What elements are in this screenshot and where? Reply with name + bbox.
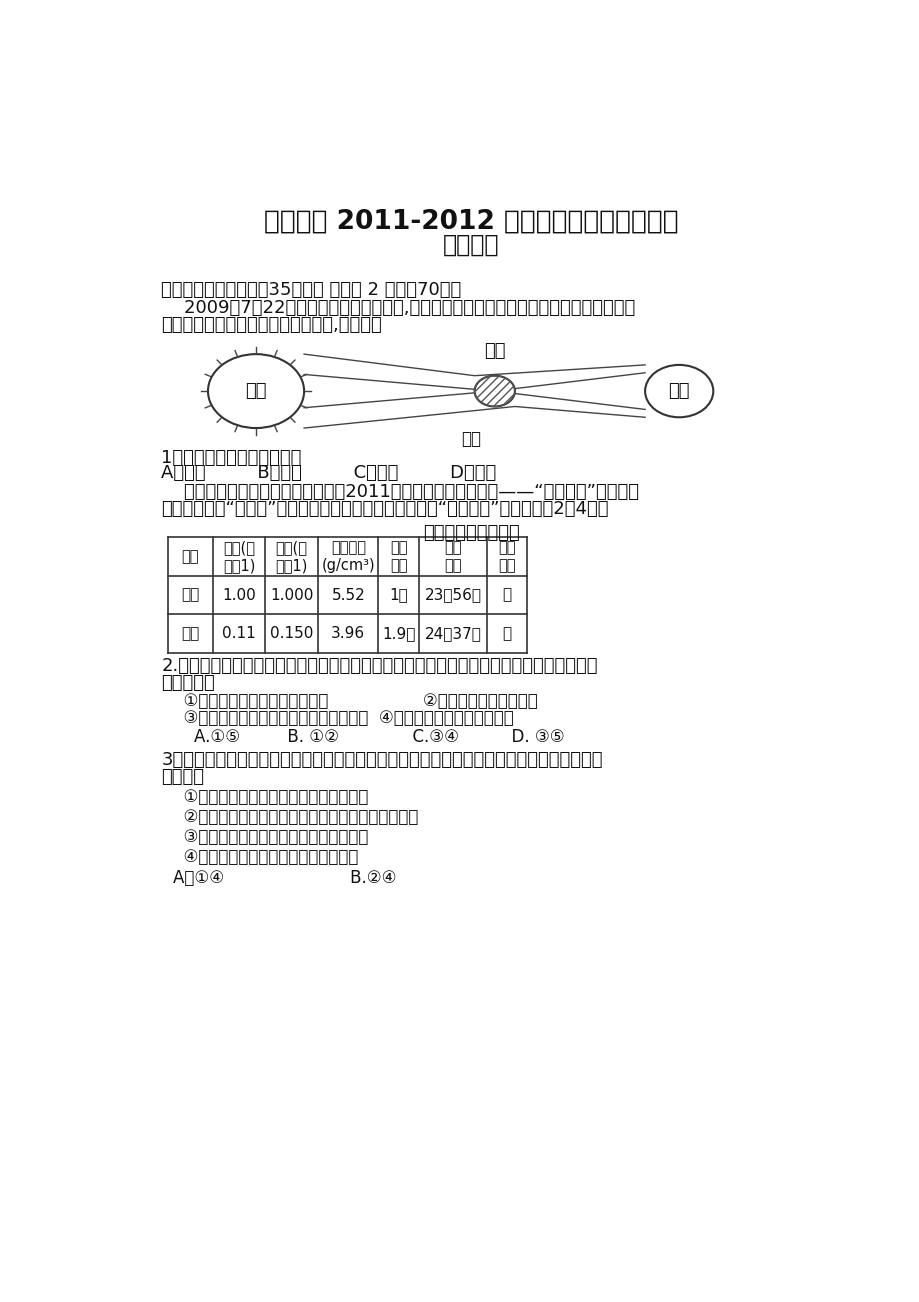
Text: ②火星上和地球上都要四季变化，且四季的长度一样: ②火星上和地球上都要四季变化，且四季的长度一样	[173, 807, 418, 825]
Text: 0.11: 0.11	[221, 626, 255, 641]
Text: 0.150: 0.150	[269, 626, 313, 641]
Text: 国家航天局有关负责人日前透露，2011年我国首个火星探测器——“荧火一号”将与俄罗: 国家航天局有关负责人日前透露，2011年我国首个火星探测器——“荧火一号”将与俄…	[162, 483, 639, 501]
Text: 1.00: 1.00	[221, 587, 255, 603]
Text: 地球与火星特征比较: 地球与火星特征比较	[423, 523, 519, 542]
Text: ①火星和地球一样被厕厕的大气层所包围: ①火星和地球一样被厕厕的大气层所包围	[173, 788, 369, 806]
Text: ④火星、地球与太阳的距离都比较适中: ④火星、地球与太阳的距离都比较适中	[173, 848, 358, 866]
Text: 有: 有	[502, 626, 511, 641]
Text: 体积(地
球为1): 体积(地 球为1)	[275, 540, 308, 573]
Text: 1年: 1年	[389, 587, 408, 603]
Text: 太阳: 太阳	[245, 381, 267, 400]
Text: 蓟县一中 2011-2012 学年第一学期第三次月考: 蓟县一中 2011-2012 学年第一学期第三次月考	[264, 208, 678, 234]
Text: 地球: 地球	[181, 587, 199, 603]
Text: 四季
更替: 四季 更替	[498, 540, 516, 573]
Text: 自转
周期: 自转 周期	[444, 540, 461, 573]
Text: 日、地、月三者位置关系如下图所示,据此回答: 日、地、月三者位置关系如下图所示,据此回答	[162, 315, 381, 333]
Text: 火星: 火星	[181, 626, 199, 641]
Text: 24时37分: 24时37分	[424, 626, 481, 641]
Text: 2.液态水的存在是地球生命起源和发展的重要条件之一，下列叙述中与地球存在液态水有密: 2.液态水的存在是地球生命起源和发展的重要条件之一，下列叙述中与地球存在液态水有…	[162, 656, 597, 674]
Text: 1．图一中显示的天体系统有: 1．图一中显示的天体系统有	[162, 449, 301, 467]
Ellipse shape	[474, 376, 515, 406]
Text: 质量(地
球为1): 质量(地 球为1)	[222, 540, 255, 573]
Text: 切关系的是: 切关系的是	[162, 673, 215, 691]
Text: 地球: 地球	[668, 381, 689, 400]
Text: 3．人类首先选择火星作为探索生命起源和进化的行星，因为火星在许多方面与地球相似，主: 3．人类首先选择火星作为探索生命起源和进化的行星，因为火星在许多方面与地球相似，…	[162, 751, 602, 768]
Text: 行星: 行星	[181, 549, 199, 564]
Text: A．一级         B．二级         C．三级         D．四级: A．一级 B．二级 C．三级 D．四级	[162, 465, 496, 482]
Text: 图一: 图一	[461, 430, 481, 448]
Text: 2009年7月22日上午发生了日全食现象,我国长江流域观测到其全过程。日全食发生时，: 2009年7月22日上午发生了日全食现象,我国长江流域观测到其全过程。日全食发生…	[162, 298, 635, 316]
Text: A．①④                        B.②④: A．①④ B.②④	[173, 870, 396, 887]
Text: 有: 有	[502, 587, 511, 603]
Text: 要表现为: 要表现为	[162, 768, 204, 785]
Text: 公转
周期: 公转 周期	[390, 540, 407, 573]
Text: ①地球上昼夜交替的周期较适中                  ②地球的质量和体积适中: ①地球上昼夜交替的周期较适中 ②地球的质量和体积适中	[173, 693, 538, 710]
Text: A.①⑤         B. ①②              C.③④          D. ③⑤: A.①⑤ B. ①② C.③④ D. ③⑤	[173, 728, 564, 746]
Text: 平均密度
(g/cm³): 平均密度 (g/cm³)	[321, 540, 375, 573]
Text: 1.9年: 1.9年	[381, 626, 414, 641]
Text: 月球: 月球	[483, 342, 505, 361]
Text: 3.96: 3.96	[331, 626, 365, 641]
Text: 5.52: 5.52	[331, 587, 365, 603]
Text: 斯火星探测器“福布斯”相互配合，对火星电离层进行首次“掩星探测”。据此回答2～4题：: 斯火星探测器“福布斯”相互配合，对火星电离层进行首次“掩星探测”。据此回答2～4…	[162, 500, 608, 518]
Text: 一、单选题（本大题共35小题， 每小题 2 分，共70分）: 一、单选题（本大题共35小题， 每小题 2 分，共70分）	[162, 281, 461, 299]
Text: ③火星、地球自转周期的长度都比较适中: ③火星、地球自转周期的长度都比较适中	[173, 828, 369, 846]
Text: 高二地理: 高二地理	[443, 233, 499, 258]
Text: 1.000: 1.000	[269, 587, 313, 603]
Text: 23时56分: 23时56分	[424, 587, 481, 603]
Text: ③地球处于一种比较安全的宇宙环境之中  ④地球与太阳的距离比较适中: ③地球处于一种比较安全的宇宙环境之中 ④地球与太阳的距离比较适中	[173, 710, 514, 727]
